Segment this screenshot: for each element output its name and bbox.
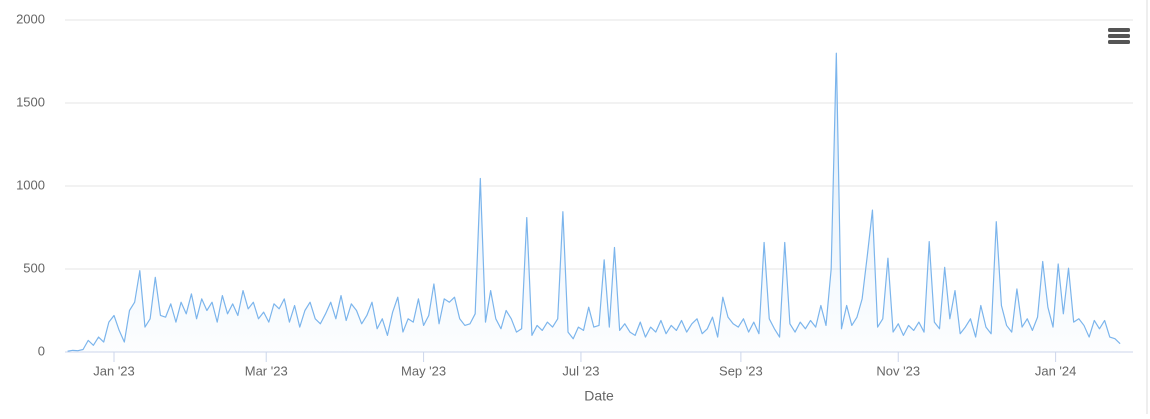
line	[67, 52, 1121, 352]
y-tick-label: 2000	[16, 11, 45, 26]
menu-button[interactable]	[1108, 28, 1130, 44]
y-tick-label: 0	[38, 343, 45, 358]
x-tick-label: Mar '23	[245, 363, 288, 378]
x-tick-label: Nov '23	[876, 363, 920, 378]
y-tick-label: 1000	[16, 177, 45, 192]
x-tick-label: Jul '23	[562, 363, 599, 378]
y-tick-label: 1500	[16, 94, 45, 109]
area-fill	[67, 53, 1121, 352]
x-tick-label: Sep '23	[719, 363, 763, 378]
x-axis-title: Date	[584, 388, 614, 404]
x-tick-label: Jan '23	[93, 363, 135, 378]
x-tick-label: Jan '24	[1035, 363, 1077, 378]
x-tick-label: May '23	[401, 363, 446, 378]
y-tick-label: 500	[23, 260, 45, 275]
